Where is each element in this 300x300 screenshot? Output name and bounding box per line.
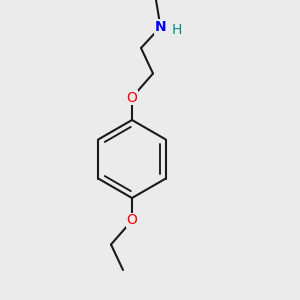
Text: H: H [172,23,182,37]
Text: N: N [155,20,166,34]
Text: O: O [126,91,137,104]
Text: O: O [127,214,137,227]
